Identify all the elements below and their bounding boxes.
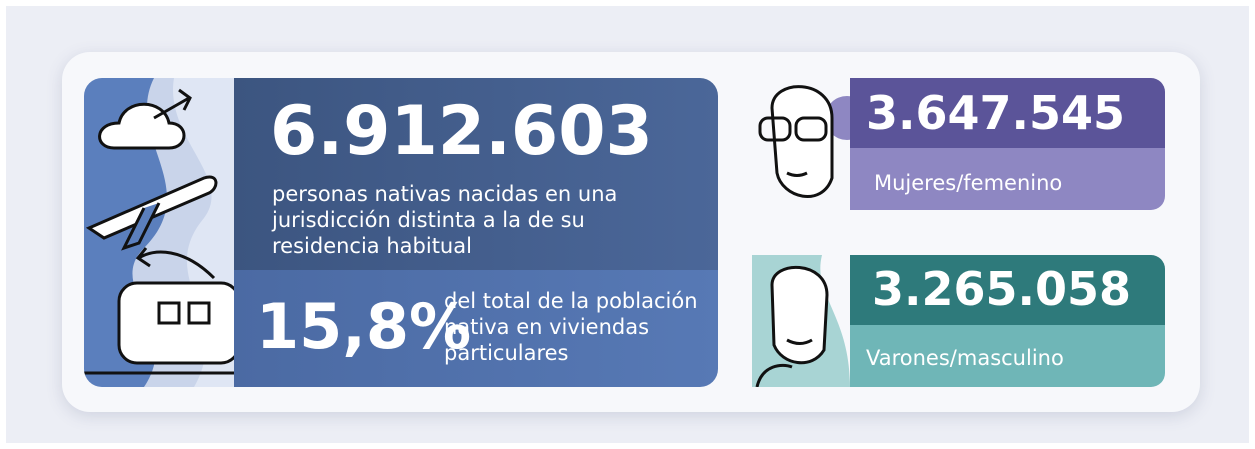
page: 6.912.603 personas nativas nacidas en un… [0,0,1255,449]
women-illustration [752,78,850,210]
total-description: personas nativas nacidas en una jurisdic… [272,181,682,259]
percent-value: 15,8% [256,290,471,363]
men-value: 3.265.058 [872,262,1131,316]
men-illustration [752,255,850,387]
women-label: Mujeres/femenino [874,170,1062,196]
travel-illustration [84,78,234,387]
total-value: 6.912.603 [270,92,653,171]
women-value: 3.647.545 [866,86,1125,140]
men-label: Varones/masculino [866,345,1064,371]
percent-description: del total de la población nativa en vivi… [444,288,704,366]
illustration [84,78,234,387]
